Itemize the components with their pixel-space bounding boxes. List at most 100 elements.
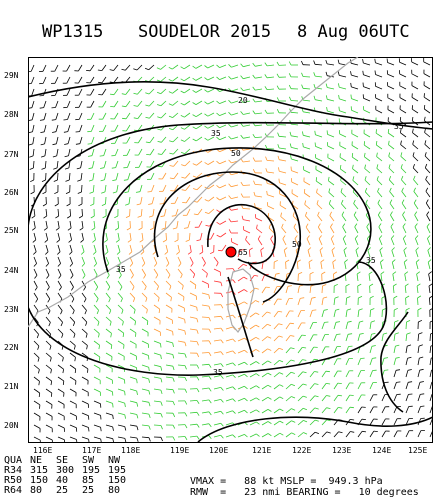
wind-barb <box>339 156 347 162</box>
wind-barb-feather <box>168 115 173 118</box>
wind-barb-feather <box>252 133 256 138</box>
wind-barb-feather <box>157 141 162 143</box>
wind-barb <box>369 394 374 402</box>
wind-barb-feather <box>332 259 337 263</box>
wind-barb-feather <box>407 356 412 359</box>
wind-barb <box>387 73 395 78</box>
wind-barb-feather <box>133 92 138 95</box>
wind-barb <box>81 184 83 193</box>
wind-barb-feather <box>107 286 111 291</box>
wind-barb <box>417 430 422 438</box>
wind-barb-feather <box>190 262 194 267</box>
wind-barb <box>56 136 59 144</box>
wind-barb-feather <box>148 367 150 372</box>
wind-barb-feather <box>326 107 328 112</box>
wind-barb <box>45 292 51 300</box>
wind-barb-feather <box>160 366 163 371</box>
wind-barb <box>201 363 210 366</box>
wind-barb-feather <box>317 211 320 216</box>
wind-barb <box>309 383 315 390</box>
wind-barb <box>321 419 327 426</box>
wind-barb-feather <box>112 179 117 181</box>
wind-barb-feather <box>405 307 410 311</box>
wind-barb <box>305 226 311 234</box>
storm-name: SOUDELOR 2015 <box>138 22 272 42</box>
wind-barb-feather <box>42 191 47 195</box>
wind-barb-feather <box>91 227 96 231</box>
wind-barb-feather <box>406 332 411 335</box>
wind-barb-feather <box>85 321 88 326</box>
wind-barb <box>309 371 315 378</box>
wind-barb-feather <box>187 251 192 255</box>
wind-barb <box>390 226 395 234</box>
wind-barb-feather <box>289 131 292 136</box>
wind-barb <box>57 256 61 264</box>
wind-barb <box>189 435 197 438</box>
wind-barb-feather <box>355 247 359 251</box>
wind-barb <box>297 347 303 354</box>
wind-barb <box>213 339 221 342</box>
wind-barb <box>237 313 245 318</box>
wind-barb-feather <box>196 318 199 323</box>
wind-barb <box>105 412 113 416</box>
wind-barb-feather <box>419 381 424 383</box>
wind-barb <box>91 148 95 156</box>
wind-barb-feather <box>420 405 425 407</box>
wind-barb <box>243 219 251 222</box>
wind-barb-feather <box>41 167 46 170</box>
wind-barb-feather <box>184 377 187 382</box>
wind-barb <box>273 384 280 390</box>
wind-barb <box>93 256 97 264</box>
wind-barb <box>315 134 323 138</box>
wind-barb <box>399 85 407 90</box>
wind-barb-feather <box>181 189 186 191</box>
wind-barb-feather <box>206 273 208 278</box>
wind-barb <box>405 430 410 438</box>
wind-barb-feather <box>76 167 81 170</box>
wind-barb-feather <box>172 331 174 336</box>
wind-barb-feather <box>290 359 295 362</box>
wind-barb <box>405 394 409 402</box>
wind-barb <box>160 76 167 82</box>
wind-barb <box>351 62 359 66</box>
wind-barb <box>177 280 184 286</box>
wind-barb-feather <box>184 342 187 347</box>
wind-barb <box>189 292 197 297</box>
wind-barb <box>257 238 263 246</box>
lat-label: 23N <box>4 305 19 314</box>
wind-map-svg: 20 35 50 65 50 35 35 35 35 <box>28 57 433 443</box>
wind-barb <box>333 334 337 342</box>
wind-barb-feather <box>57 251 61 255</box>
wind-barb-feather <box>337 59 340 64</box>
wind-barb <box>297 408 304 414</box>
wind-barb-feather <box>346 308 352 311</box>
wind-barb <box>332 262 335 270</box>
wind-barb <box>81 268 86 276</box>
wind-barb <box>297 322 302 330</box>
wind-barb-feather <box>415 259 420 263</box>
wind-barb <box>30 64 35 72</box>
wind-barb <box>303 111 311 114</box>
wind-barb-feather <box>148 215 154 218</box>
wind-barb-feather <box>60 322 63 327</box>
wind-barb <box>69 436 77 440</box>
wind-barb-feather <box>323 296 328 299</box>
wind-barb-feather <box>430 332 433 335</box>
wind-barb <box>290 111 299 114</box>
wind-barb <box>243 64 251 68</box>
wind-barb <box>129 376 137 380</box>
wind-barb-feather <box>358 308 363 311</box>
wind-barb <box>273 372 280 378</box>
wind-barb <box>57 436 65 441</box>
wind-barb-feather <box>304 200 307 205</box>
wind-barb-feather <box>101 191 106 194</box>
wind-barb <box>172 100 179 106</box>
wind-barb-feather <box>146 154 151 156</box>
wind-barb-feather <box>149 227 154 231</box>
wind-barb <box>342 238 347 246</box>
wind-barb <box>268 227 275 234</box>
wind-barb <box>273 396 280 402</box>
wind-barb-feather <box>375 140 378 145</box>
wind-barb <box>117 304 124 311</box>
wind-barb-feather <box>87 155 93 157</box>
